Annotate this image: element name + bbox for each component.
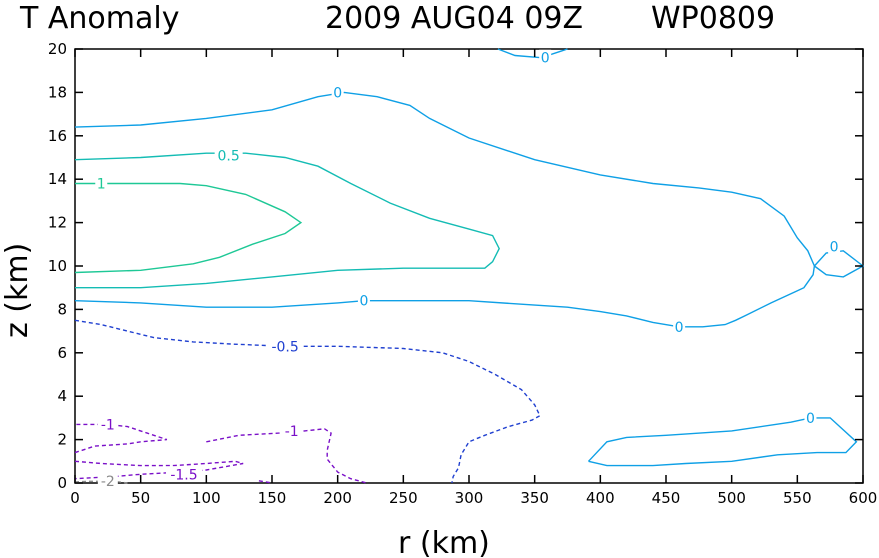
contour-label: -1 — [101, 417, 115, 433]
contour-label: -1 — [285, 424, 299, 440]
contour-line--1.5 — [74, 460, 244, 480]
contour-label: 0 — [359, 294, 368, 310]
contour-line-0 — [497, 48, 568, 59]
y-tick-label: 18 — [48, 83, 67, 101]
y-tick-label: 20 — [48, 40, 67, 58]
chart-title-storm: WP0809 — [651, 1, 775, 36]
x-tick-label: 150 — [258, 489, 287, 507]
x-tick-label: 300 — [455, 489, 484, 507]
contour-line-1 — [74, 182, 303, 274]
contour-label: 0 — [830, 239, 839, 255]
x-tick-label: 400 — [586, 489, 615, 507]
x-tick-label: 0 — [70, 489, 80, 507]
x-tick-label: 500 — [717, 489, 746, 507]
contour-label-bg — [828, 238, 841, 254]
contour-line-0 — [813, 250, 865, 278]
y-tick-label: 0 — [57, 474, 67, 492]
y-tick-label: 2 — [57, 431, 67, 449]
y-tick-label: 10 — [48, 257, 67, 275]
contour-label-bg — [97, 472, 118, 488]
contour-line--0.5 — [74, 319, 541, 484]
contour-line-0 — [74, 91, 816, 328]
contour-label-bg — [357, 292, 370, 308]
plot-frame — [74, 48, 864, 484]
x-tick-label: 350 — [520, 489, 549, 507]
y-tick-label: 6 — [57, 344, 67, 362]
chart-title-time: 2009 AUG04 09Z — [325, 1, 583, 36]
contour-layer: 0 0 0 0 0 0 0.5 1 -0.5 -1 -1 -1.5 -2 — [74, 48, 865, 490]
x-tick-label: 550 — [783, 489, 812, 507]
x-tick-label: 250 — [389, 489, 418, 507]
contour-label: -2 — [101, 474, 115, 490]
x-axis-label: r (km) — [398, 526, 490, 558]
y-tick-label: 16 — [48, 127, 67, 145]
y-tick-label: 14 — [48, 170, 67, 188]
x-tick-label: 100 — [192, 489, 221, 507]
contour-label: 1 — [97, 177, 106, 193]
y-tick-label: 12 — [48, 214, 67, 232]
x-tick-label: 600 — [849, 489, 878, 507]
contour-line-0.5 — [74, 152, 500, 289]
contour-label-bg — [95, 175, 108, 191]
contour-label-bg — [214, 147, 243, 163]
contour-label: 0 — [806, 411, 815, 427]
y-axis-label: z (km) — [0, 243, 35, 338]
contour-label: -1.5 — [170, 467, 197, 483]
contour-label-bg — [97, 416, 118, 432]
contour-label-bg — [804, 409, 817, 425]
contour-label-bg — [166, 466, 203, 482]
contour-label-bg — [281, 422, 302, 438]
contour-label: 0 — [333, 85, 342, 101]
contour-label: 0 — [541, 51, 550, 67]
contour-label-bg — [673, 318, 686, 334]
x-tick-label: 200 — [323, 489, 352, 507]
contour-label-bg — [539, 49, 552, 65]
chart-title-field: T Anomaly — [19, 1, 179, 36]
contour-label: 0 — [675, 320, 684, 336]
contour-line--1 — [206, 428, 367, 484]
y-tick-label: 4 — [57, 387, 67, 405]
x-tick-label: 50 — [131, 489, 150, 507]
contour-line-0 — [587, 417, 858, 467]
contour-line--1.5 — [258, 480, 273, 484]
contour-label: 0.5 — [218, 148, 240, 164]
x-axis: 0 50 100 150 200 250 300 350 400 450 500 550 600 — [70, 49, 877, 507]
y-tick-label: 8 — [57, 300, 67, 318]
contour-label: -0.5 — [271, 339, 298, 355]
contour-label-bg — [331, 84, 344, 100]
contour-line--1 — [74, 423, 168, 454]
x-tick-label: 450 — [652, 489, 681, 507]
contour-label-bg — [267, 338, 304, 354]
